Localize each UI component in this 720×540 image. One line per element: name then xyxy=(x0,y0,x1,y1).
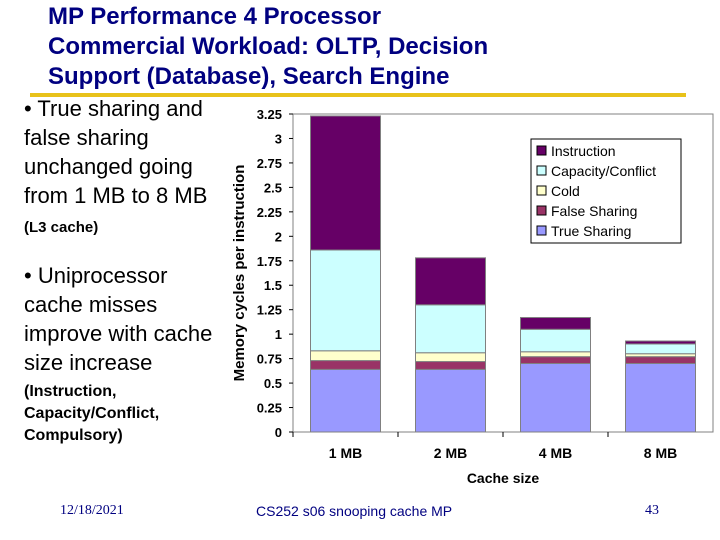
bullet-list: • True sharing and false sharing unchang… xyxy=(24,94,224,447)
bar-segment-capacity-conflict xyxy=(310,249,381,352)
slide-title: MP Performance 4 Processor Commercial Wo… xyxy=(48,2,708,92)
bar-segment-cold xyxy=(415,352,486,363)
bar-segment-true-sharing xyxy=(520,363,591,433)
x-tick-label: 2 MB xyxy=(434,445,467,461)
y-tick-label: 0 xyxy=(275,425,282,440)
bar-segment-capacity-conflict xyxy=(415,304,486,354)
bar-segment-instruction xyxy=(310,115,381,251)
bullet-2: • Uniprocessor cache misses improve with… xyxy=(24,261,224,377)
bar-segment-true-sharing xyxy=(625,363,696,433)
title-line-1: MP Performance 4 Processor xyxy=(48,3,382,30)
legend-label: Cold xyxy=(551,183,580,199)
title-line-2: Commercial Workload: OLTP, Decision xyxy=(48,33,489,60)
x-tick-label: 1 MB xyxy=(329,445,362,461)
title-line-3: Support (Database), Search Engine xyxy=(48,63,450,90)
legend-label: False Sharing xyxy=(551,203,637,219)
y-tick-label: 0.5 xyxy=(264,376,282,391)
legend-label: Instruction xyxy=(551,143,616,159)
y-tick-label: 0.75 xyxy=(257,352,282,367)
legend-swatch xyxy=(536,165,547,176)
x-tick-label: 4 MB xyxy=(539,445,572,461)
legend-box xyxy=(530,138,682,244)
y-tick-label: 2 xyxy=(275,229,282,244)
legend-swatch xyxy=(536,225,547,236)
footer-page-number: 43 xyxy=(645,503,659,518)
y-tick-label: 2.75 xyxy=(257,156,282,171)
x-axis-title: Cache size xyxy=(467,470,540,486)
legend-label: True Sharing xyxy=(551,223,631,239)
bar-segment-capacity-conflict xyxy=(625,343,696,355)
footer-date: 12/18/2021 xyxy=(60,503,124,518)
bar-segment-instruction xyxy=(520,317,591,330)
bullet-2-note: (Instruction, Capacity/Conflict, Compuls… xyxy=(24,383,160,444)
bar-segment-false-sharing xyxy=(625,356,696,365)
legend-label: Capacity/Conflict xyxy=(551,163,656,179)
y-tick-label: 3.25 xyxy=(257,107,282,122)
x-tick-label: 8 MB xyxy=(644,445,677,461)
y-tick-label: 1.5 xyxy=(264,278,282,293)
bar-segment-cold xyxy=(310,350,381,362)
bar-segment-capacity-conflict xyxy=(520,328,591,353)
bullet-2-text: • Uniprocessor cache misses improve with… xyxy=(24,263,213,375)
bar-segment-cold xyxy=(520,351,591,358)
y-tick-label: 1.25 xyxy=(257,303,282,318)
legend-swatch xyxy=(536,185,547,196)
y-tick-label: 1 xyxy=(275,327,282,342)
bar-segment-instruction xyxy=(625,340,696,345)
legend-swatch xyxy=(536,145,547,156)
bar-segment-false-sharing xyxy=(415,361,486,370)
y-axis-title: Memory cycles per instruction xyxy=(231,165,248,382)
title-underline xyxy=(30,93,686,97)
y-tick-label: 2.5 xyxy=(264,180,282,195)
y-tick-label: 1.75 xyxy=(257,254,282,269)
bar-segment-false-sharing xyxy=(310,360,381,370)
legend-swatch xyxy=(536,205,547,216)
bullet-1-text: • True sharing and false sharing unchang… xyxy=(24,96,208,208)
bar-segment-false-sharing xyxy=(520,356,591,365)
y-tick-label: 2.25 xyxy=(257,205,282,220)
bar-segment-true-sharing xyxy=(415,368,486,433)
bullet-1: • True sharing and false sharing unchang… xyxy=(24,94,224,242)
bar-segment-instruction xyxy=(415,257,486,306)
bullet-1-note: (L3 cache) xyxy=(24,219,99,236)
bar-segment-true-sharing xyxy=(310,368,381,433)
y-tick-label: 3 xyxy=(275,131,282,146)
footer-course: CS252 s06 snooping cache MP xyxy=(256,503,453,519)
y-tick-label: 0.25 xyxy=(257,401,282,416)
